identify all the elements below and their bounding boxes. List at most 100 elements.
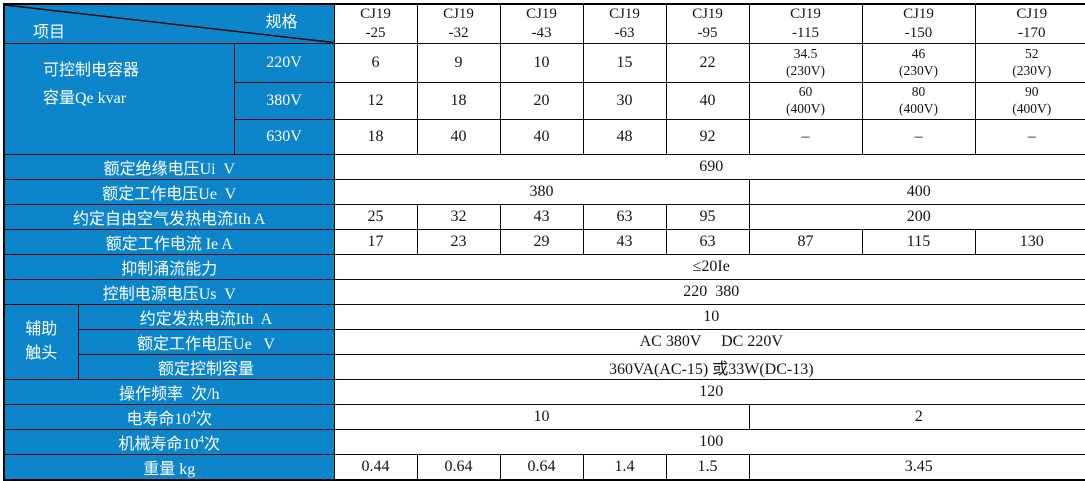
data-cell: 690 [333,153,1085,180]
data-cell: 1.5 [665,453,750,480]
voltage-label: 220V [233,42,335,83]
data-cell: 12 [333,81,418,120]
row-operating-frequency: 操作频率 次/h 120 [3,378,1085,405]
data-cell: 18 [416,81,501,120]
data-cell: 10 [333,303,1085,330]
header-item-label: 项目 [33,24,66,41]
capacity-group-label: 可控制电容器 容量Qe kvar [3,42,235,155]
row-label: 额定工作电压Ue V [3,178,335,205]
data-cell: 43 [499,203,584,230]
data-cell: 18 [333,118,418,155]
data-cell: 40 [665,81,750,120]
diagonal-line [5,5,333,42]
row-working-current: 额定工作电流 Ie A 17 23 29 43 63 87 115 130 [3,228,1085,255]
data-cell: 220 380 [333,278,1085,305]
data-cell: 48 [582,118,667,155]
header-row: 规格 项目 CJ19 -25 CJ19 -32 CJ19 -43 CJ19 -6… [3,3,1085,44]
model-header: CJ19 -170 [974,3,1085,44]
data-cell: 3.45 [748,453,1085,480]
data-cell: 130 [974,228,1085,255]
data-cell: 0.64 [499,453,584,480]
row-label-text: 次 [196,410,213,428]
voltage-label: 380V [233,81,335,120]
row-control-supply-voltage: 控制电源电压Us V 220 380 [3,278,1085,305]
superscript: 4 [198,433,205,446]
row-insulation-voltage: 额定绝缘电压Ui V 690 [3,153,1085,180]
row-label: 重量 kg [3,453,335,480]
diagonal-header-cell: 规格 项目 [3,3,335,44]
superscript: 4 [190,408,197,421]
data-cell: 10 [333,403,750,430]
model-header: CJ19 -32 [416,3,501,44]
row-label-text: 次 [204,435,221,453]
row-label-text: 机械寿命10 [118,435,199,453]
data-cell: 20 [499,81,584,120]
data-cell: 0.64 [416,453,501,480]
data-cell: 10 [499,42,584,83]
voltage-label: 630V [233,118,335,155]
model-header: CJ19 -95 [665,3,750,44]
data-cell: – [974,118,1085,155]
data-cell: – [861,118,976,155]
data-cell: 9 [416,42,501,83]
data-cell: 22 [665,42,750,83]
row-label: 约定自由空气发热电流Ith A [3,203,335,230]
data-cell: 1.4 [582,453,667,480]
data-cell: 23 [416,228,501,255]
row-label: 抑制涌流能力 [3,253,335,280]
data-cell: 34.5 (230V) [748,42,863,83]
aux-group-label: 辅助 触头 [3,303,79,380]
model-header: CJ19 -25 [333,3,418,44]
row-free-air-thermal-current: 约定自由空气发热电流Ith A 25 32 43 63 95 200 [3,203,1085,230]
row-inrush-suppression: 抑制涌流能力 ≤20Ie [3,253,1085,280]
data-cell: 400 [748,178,1085,205]
row-label: 机械寿命104次 [3,428,335,455]
spec-table: 规格 项目 CJ19 -25 CJ19 -32 CJ19 -43 CJ19 -6… [3,3,1085,481]
data-cell: 6 [333,42,418,83]
data-cell: 32 [416,203,501,230]
data-cell: 30 [582,81,667,120]
header-spec-label: 规格 [265,14,298,31]
data-cell: 29 [499,228,584,255]
data-cell: ≤20Ie [333,253,1085,280]
row-aux-working-voltage: 额定工作电压Ue V AC 380V DC 220V [4,328,1085,355]
row-label: 额定工作电压Ue V [77,328,335,355]
row-label: 操作频率 次/h [3,378,335,405]
data-cell: 40 [499,118,584,155]
model-header: CJ19 -150 [861,3,976,44]
data-cell: 200 [748,203,1085,230]
row-electrical-life: 电寿命104次 10 2 [3,403,1085,430]
data-cell: 63 [665,228,750,255]
data-cell: 90 (400V) [974,81,1085,120]
data-cell: – [748,118,863,155]
data-cell: 380 [333,178,750,205]
data-cell: 17 [333,228,418,255]
row-aux-control-capacity: 额定控制容量 360VA(AC-15) 或33W(DC-13) [4,353,1085,380]
row-mechanical-life: 机械寿命104次 100 [3,428,1085,455]
data-cell: AC 380V DC 220V [333,328,1085,355]
data-cell: 52 (230V) [974,42,1085,83]
data-cell: 360VA(AC-15) 或33W(DC-13) [333,353,1085,380]
row-label-text: 电寿命10 [126,410,191,428]
row-label: 电寿命104次 [3,403,335,430]
capacity-row-630v: 630V 18 40 40 48 92 – – – [4,118,1085,155]
data-cell: 120 [333,378,1085,405]
model-header: CJ19 -115 [748,3,863,44]
row-label: 额定绝缘电压Ui V [3,153,335,180]
row-label: 额定工作电流 Ie A [3,228,335,255]
data-cell: 46 (230V) [861,42,976,83]
capacity-row-220v: 可控制电容器 容量Qe kvar 220V 6 9 10 15 22 34.5 … [3,42,1085,155]
model-header: CJ19 -63 [582,3,667,44]
row-working-voltage: 额定工作电压Ue V 380 400 [3,178,1085,205]
data-cell: 63 [582,203,667,230]
data-cell: 60 (400V) [748,81,863,120]
data-cell: 0.44 [333,453,418,480]
data-cell: 115 [861,228,976,255]
model-header: CJ19 -43 [499,3,584,44]
data-cell: 43 [582,228,667,255]
row-aux-thermal-current: 辅助 触头 约定发热电流Ith A 10 [3,303,1085,380]
data-cell: 40 [416,118,501,155]
data-cell: 2 [748,403,1085,430]
data-cell: 25 [333,203,418,230]
data-cell: 95 [665,203,750,230]
